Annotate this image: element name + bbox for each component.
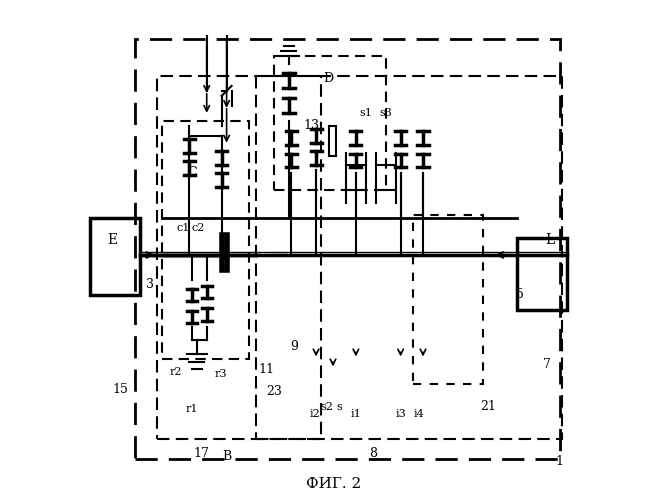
Text: s3: s3 (380, 108, 392, 118)
Text: s2: s2 (321, 402, 334, 411)
Text: 21: 21 (480, 400, 496, 413)
Text: c1: c1 (176, 222, 189, 232)
Text: s: s (337, 402, 342, 411)
Text: 7: 7 (544, 358, 551, 371)
Text: s1: s1 (360, 108, 372, 118)
Text: 9: 9 (289, 340, 297, 353)
Text: 5: 5 (516, 288, 524, 301)
Text: r2: r2 (169, 367, 182, 377)
Text: 8: 8 (370, 448, 378, 460)
Text: c2: c2 (191, 222, 205, 232)
Text: C: C (187, 166, 197, 179)
Text: i4: i4 (414, 409, 424, 419)
Text: 3: 3 (145, 278, 153, 291)
Text: L: L (545, 233, 554, 247)
Text: r3: r3 (214, 370, 227, 380)
Text: E: E (107, 233, 117, 247)
Text: D: D (323, 72, 334, 85)
Text: 11: 11 (258, 363, 274, 376)
Text: i3: i3 (396, 409, 406, 419)
Text: i1: i1 (350, 409, 362, 419)
Text: 15: 15 (113, 382, 129, 396)
Text: 17: 17 (194, 448, 209, 460)
Text: 13: 13 (303, 119, 319, 132)
Text: 23: 23 (266, 385, 281, 398)
Text: ФИГ. 2: ФИГ. 2 (306, 476, 361, 490)
Text: B: B (222, 450, 231, 463)
Text: r1: r1 (185, 404, 198, 414)
Text: i2: i2 (309, 409, 320, 419)
Text: 1: 1 (556, 455, 564, 468)
